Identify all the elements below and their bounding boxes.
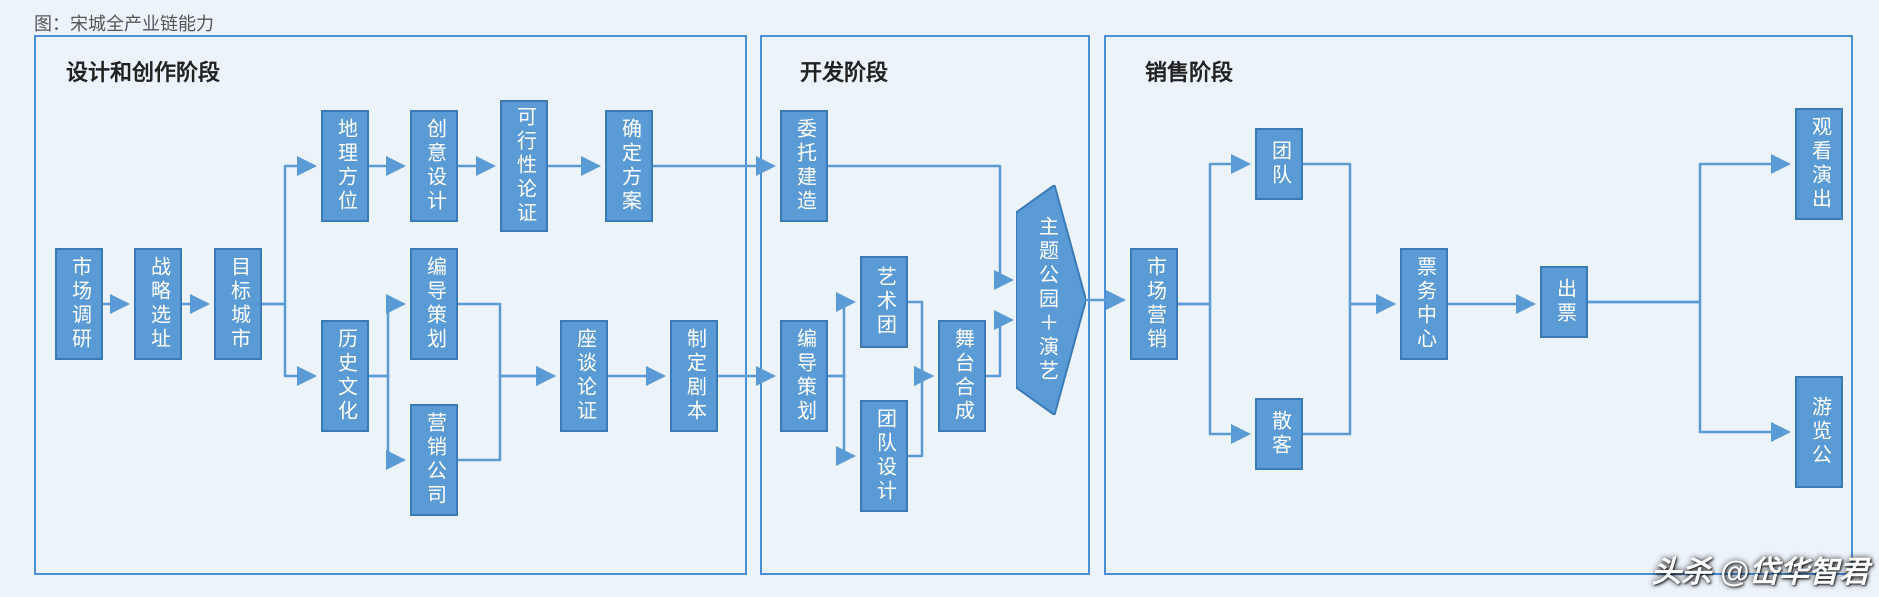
flow-node: 地理方位 xyxy=(321,110,369,222)
flow-node-label: 票务中心 xyxy=(1412,256,1437,352)
phase-title: 设计和创作阶段 xyxy=(66,55,220,87)
flow-node-label: 编导策划 xyxy=(422,256,447,352)
flow-node: 观看演出 xyxy=(1795,108,1843,220)
flow-node-label: 团队设计 xyxy=(872,408,897,504)
flow-node-label: 营销公司 xyxy=(422,412,447,508)
flow-node: 编导策划 xyxy=(410,248,458,360)
flow-node-label: 目标城市 xyxy=(226,256,251,352)
flow-node-label: 战略选址 xyxy=(146,256,171,352)
flow-node-label: 确定方案 xyxy=(617,118,642,214)
phase-title: 开发阶段 xyxy=(800,55,888,87)
flow-node: 团队设计 xyxy=(860,400,908,512)
flow-node-label: 制定剧本 xyxy=(682,328,707,424)
flow-node: 战略选址 xyxy=(134,248,182,360)
flow-node: 创意设计 xyxy=(410,110,458,222)
flow-node-label: 出票 xyxy=(1552,278,1577,326)
flow-node: 目标城市 xyxy=(214,248,262,360)
flow-node-label: 编导策划 xyxy=(792,328,817,424)
flow-node-label: 创意设计 xyxy=(422,118,447,214)
flow-node-label: 委托建造 xyxy=(792,118,817,214)
flow-node: 座谈论证 xyxy=(560,320,608,432)
flow-node-label: 市场调研 xyxy=(67,256,92,352)
flow-node: 散客 xyxy=(1255,398,1303,470)
phase-box xyxy=(1104,35,1853,575)
flow-node: 舞台合成 xyxy=(938,320,986,432)
flow-node-label: 散客 xyxy=(1267,410,1292,458)
diagram-canvas: 图：宋城全产业链能力设计和创作阶段 开发阶段 销售阶段市场调研 战略选址 目标城市 地理方… xyxy=(0,0,1879,597)
phase-title: 销售阶段 xyxy=(1145,55,1233,87)
flow-node-label: 游览公 xyxy=(1807,396,1832,468)
flow-node: 委托建造 xyxy=(780,110,828,222)
flow-node: 艺术团 xyxy=(860,256,908,348)
flow-node: 出票 xyxy=(1540,266,1588,338)
flow-node-label: 舞台合成 xyxy=(950,328,975,424)
flow-node: 票务中心 xyxy=(1400,248,1448,360)
flow-node-label: 历史文化 xyxy=(333,328,358,424)
flow-node: 制定剧本 xyxy=(670,320,718,432)
flow-node: 确定方案 xyxy=(605,110,653,222)
flow-node: 市场调研 xyxy=(55,248,103,360)
flow-node-label: 团队 xyxy=(1267,140,1292,188)
figure-caption: 图：宋城全产业链能力 xyxy=(34,10,214,36)
flow-node-label: 艺术团 xyxy=(872,266,897,338)
flow-node: 可行性论证 xyxy=(500,100,548,232)
flow-node-label: 座谈论证 xyxy=(572,328,597,424)
flow-node: 编导策划 xyxy=(780,320,828,432)
flow-node-label: 可行性论证 xyxy=(512,106,537,226)
flow-node-label: 市场营销 xyxy=(1142,256,1167,352)
flow-node-label: 主题公园＋演艺 xyxy=(1033,216,1062,384)
flow-node: 团队 xyxy=(1255,128,1303,200)
flow-node: 营销公司 xyxy=(410,404,458,516)
flow-node-label: 观看演出 xyxy=(1807,116,1832,212)
flow-node-label: 地理方位 xyxy=(333,118,358,214)
flow-node: 历史文化 xyxy=(321,320,369,432)
flow-node-pentagon: 主题公园＋演艺 xyxy=(1016,185,1086,415)
flow-node: 市场营销 xyxy=(1130,248,1178,360)
watermark: 头杀 @岱华智君 xyxy=(1651,547,1869,591)
flow-node: 游览公 xyxy=(1795,376,1843,488)
